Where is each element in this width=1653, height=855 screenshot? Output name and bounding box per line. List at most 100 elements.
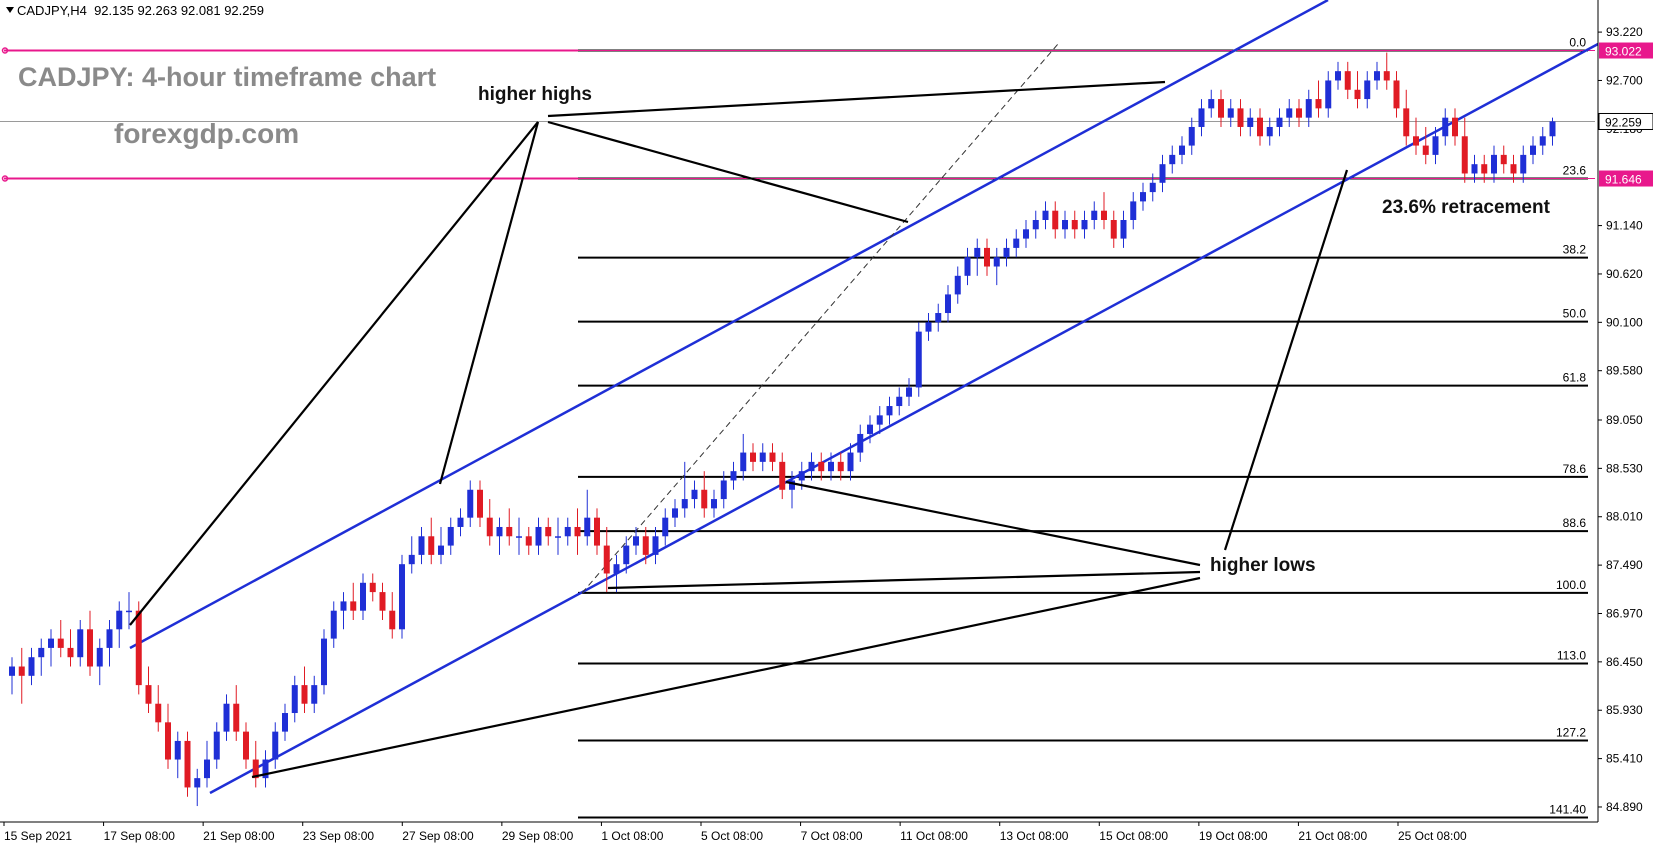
candle-body	[1052, 210, 1059, 230]
candle	[1393, 71, 1400, 118]
candle-body	[213, 731, 220, 760]
candle-body	[896, 396, 903, 407]
candle	[165, 703, 171, 769]
annotation-line	[785, 480, 1201, 567]
candle-body	[769, 452, 776, 462]
candle-body	[906, 387, 912, 397]
candle-body	[808, 461, 815, 472]
y-tick-label: 90.620	[1606, 267, 1643, 281]
candle-body	[1364, 80, 1371, 100]
candle-body	[48, 638, 54, 648]
candle	[496, 517, 503, 555]
candle-body	[681, 499, 688, 509]
candle-body	[369, 582, 376, 593]
fib-level-label: 0.0	[1569, 36, 1586, 50]
fibonacci-levels: 0.0 23.6 38.2 50.0 61.8 78.6 88.6 100.0 113.0 127…	[578, 36, 1588, 819]
candle	[116, 601, 123, 648]
candle	[1335, 61, 1341, 90]
candle-body	[165, 722, 171, 760]
candle	[1383, 52, 1390, 90]
candle	[1062, 210, 1068, 239]
annotation-line	[251, 576, 1201, 779]
candle-body	[506, 526, 513, 537]
candle	[48, 629, 54, 667]
fib-level-label: 38.2	[1563, 243, 1587, 257]
candlesticks	[9, 52, 1556, 807]
candle-body	[301, 685, 308, 704]
candle	[535, 517, 542, 555]
candle	[96, 638, 103, 686]
candle	[1130, 192, 1137, 230]
candle-body	[1296, 108, 1302, 118]
candle-body	[886, 406, 893, 416]
candle	[1081, 210, 1088, 239]
candle-body	[984, 247, 990, 267]
candle	[1442, 108, 1449, 146]
candle	[555, 517, 561, 555]
level-price-tag: 91.646	[1605, 173, 1642, 187]
ohlc-header[interactable]: CADJPY,H4 92.135 92.263 92.081 92.259	[6, 3, 264, 18]
candle-body	[1432, 136, 1439, 155]
candle	[594, 508, 600, 555]
candle-body	[964, 257, 971, 276]
candle-body	[135, 610, 142, 686]
candle	[1481, 154, 1488, 183]
candle-body	[174, 740, 181, 760]
candle	[681, 461, 688, 518]
candle-body	[223, 703, 230, 732]
candle	[1315, 80, 1322, 118]
candle	[642, 526, 649, 565]
fib-level-label: 78.6	[1563, 462, 1587, 476]
candle-body	[77, 629, 84, 658]
candle	[301, 666, 308, 714]
candle	[1461, 117, 1468, 183]
candle	[1101, 192, 1107, 230]
candle-body	[1539, 136, 1546, 146]
candle	[857, 424, 864, 462]
candle-body	[1286, 108, 1293, 118]
candle-body	[1149, 182, 1156, 193]
annotation-line	[438, 121, 540, 485]
candle-body	[155, 703, 162, 723]
candle	[408, 536, 415, 574]
candle	[87, 610, 93, 676]
candle	[418, 526, 425, 565]
candle-body	[418, 536, 425, 555]
candle-body	[1500, 154, 1507, 165]
candle-body	[1198, 108, 1205, 127]
candle-body	[1452, 117, 1458, 137]
candle-body	[545, 526, 552, 537]
y-tick-label: 84.890	[1606, 800, 1643, 814]
candle-body	[867, 424, 873, 434]
candle	[350, 582, 357, 620]
x-tick-label: 27 Sep 08:00	[402, 829, 474, 843]
candle-body	[642, 536, 649, 555]
current-price-tag: 92.259	[1605, 115, 1642, 129]
candle	[360, 573, 366, 620]
y-tick-label: 87.490	[1606, 558, 1643, 572]
candle	[1500, 145, 1507, 174]
candle-body	[145, 685, 152, 704]
candle	[1325, 71, 1332, 118]
candle	[847, 443, 854, 481]
candle-body	[759, 452, 766, 462]
candle-body	[1101, 210, 1107, 220]
level-price-tag-bg	[1599, 170, 1653, 187]
candle-body	[847, 452, 854, 472]
candle	[701, 471, 708, 518]
candle	[1520, 145, 1527, 183]
dropdown-triangle-icon[interactable]	[6, 7, 14, 13]
candle-body	[730, 471, 737, 481]
candle-body	[1120, 220, 1127, 239]
candle	[9, 657, 15, 695]
candle	[974, 238, 981, 276]
candle-body	[282, 713, 288, 732]
candle	[984, 238, 990, 276]
x-tick-label: 5 Oct 08:00	[701, 829, 763, 843]
candle-body	[350, 601, 357, 611]
candle-body	[1276, 117, 1283, 127]
x-tick-label: 17 Sep 08:00	[104, 829, 176, 843]
candle-body	[321, 638, 327, 686]
candle	[506, 508, 513, 546]
